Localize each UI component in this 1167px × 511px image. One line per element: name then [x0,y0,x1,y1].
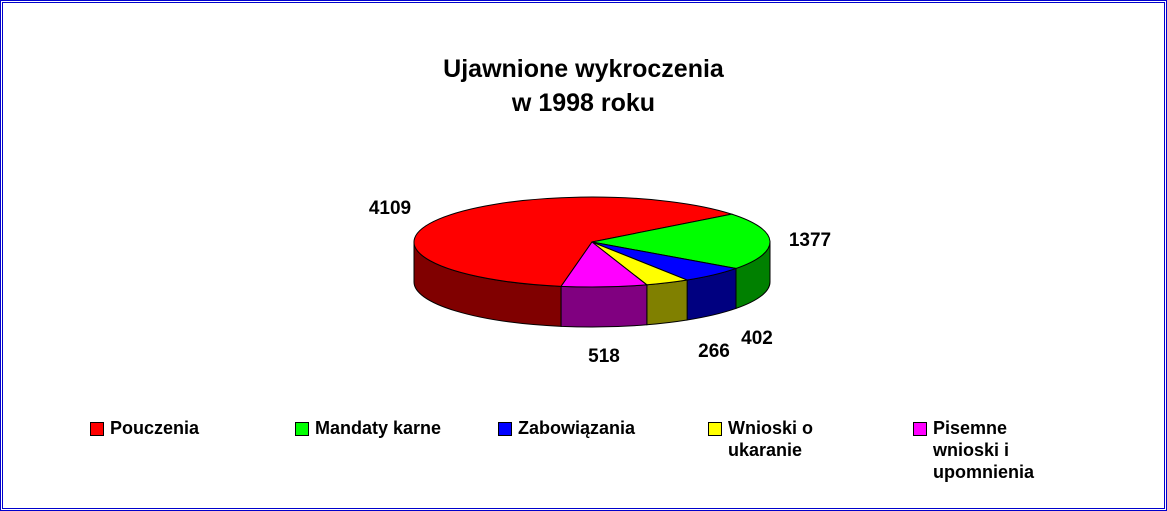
legend-label: Mandaty karne [315,418,442,438]
pie-side [646,279,688,326]
data-label: 266 [698,341,730,362]
pie-side [560,284,648,328]
legend-swatch [295,422,309,436]
legend-label: Zabowiązania [518,418,636,438]
legend-swatch [90,422,104,436]
chart-title: Ujawnione wykroczenia w 1998 roku [443,55,724,117]
data-label: 4109 [369,198,411,219]
legend-swatch [498,422,512,436]
legend-label: Pouczenia [110,418,200,438]
legend-swatch [913,422,927,436]
legend-label: Wnioski o ukaranie [728,418,813,460]
legend-label: Pisemne wnioski i upomnienia [933,418,1035,482]
pie-slice [591,213,771,269]
data-label: 1377 [789,230,831,251]
legend-swatch [708,422,722,436]
data-label: 402 [741,328,773,349]
pie-slice [413,196,734,287]
data-label: 518 [588,346,620,367]
pie-slice [560,241,649,288]
